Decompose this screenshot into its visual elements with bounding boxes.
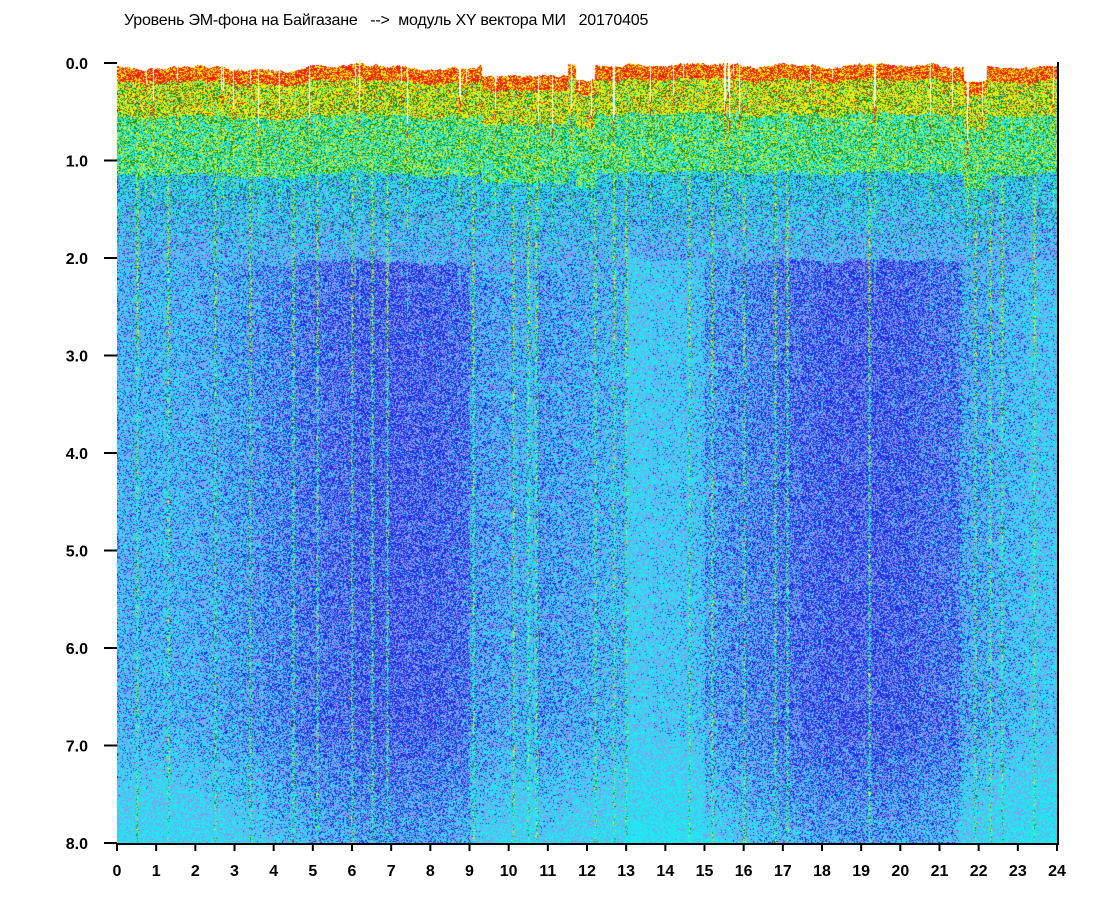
x-tick-label: 12 [578,863,596,880]
x-tick-label: 24 [1048,863,1066,880]
y-tick-label: 8.0 [66,836,88,853]
x-tick-label: 23 [1009,863,1027,880]
x-tick-label: 18 [813,863,831,880]
y-tick-label: 4.0 [66,446,88,463]
x-tick-label: 0 [113,863,122,880]
x-tick-label: 15 [696,863,714,880]
chart-title: Уровень ЭМ-фона на Байгазане --> модуль … [124,12,649,29]
x-tick-label: 14 [656,863,674,880]
y-tick-label: 2.0 [66,251,88,268]
x-tick-label: 19 [852,863,870,880]
x-tick-label: 16 [735,863,753,880]
y-tick-label: 0.0 [66,56,88,73]
x-tick-label: 11 [539,863,556,880]
x-tick-label: 1 [152,863,161,880]
x-tick-label: 4 [269,863,278,880]
y-tick-label: 6.0 [66,641,88,658]
x-tick-label: 6 [348,863,357,880]
x-tick-label: 10 [500,863,518,880]
x-tick-label: 5 [308,863,317,880]
x-tick-label: 8 [426,863,435,880]
y-tick-label: 1.0 [66,154,88,171]
x-tick-label: 20 [891,863,909,880]
y-tick-label: 7.0 [66,739,88,756]
heatmap-image [117,63,1057,843]
x-tick-label: 2 [191,863,200,880]
x-tick-label: 3 [230,863,239,880]
x-tick-label: 7 [387,863,396,880]
y-tick-label: 5.0 [66,544,88,561]
x-tick-label: 17 [774,863,792,880]
x-tick-label: 21 [931,863,949,880]
x-tick-label: 9 [465,863,474,880]
x-tick-label: 13 [617,863,635,880]
y-tick-label: 3.0 [66,349,88,366]
x-tick-label: 22 [970,863,988,880]
